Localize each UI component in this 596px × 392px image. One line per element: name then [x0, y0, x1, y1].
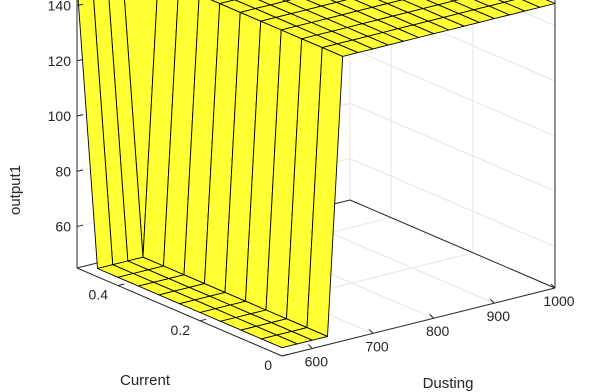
x-tick-label: 1000	[543, 293, 574, 309]
axis-ticks: 60 80 100 120 140 0 0.2 0.4 600 700 800 900 1000	[48, 0, 575, 373]
y-tick-mark	[199, 318, 207, 322]
y-axis-line	[76, 267, 283, 357]
y-axis-label: Current	[120, 372, 171, 389]
y-tick-mark	[117, 283, 125, 287]
axis-labels: output1 Current Dusting	[7, 165, 473, 392]
x-axis-label: Dusting	[423, 375, 474, 392]
z-tick-label: 120	[48, 53, 72, 69]
y-tick-label: 0.4	[89, 287, 109, 303]
x-tick-mark	[429, 313, 435, 319]
z-tick-label: 80	[55, 163, 71, 179]
x-tick-label: 700	[365, 338, 389, 354]
box-edge-floor-back	[349, 199, 556, 289]
z-axis-label: output1	[7, 165, 24, 215]
z-tick-mark	[76, 224, 84, 228]
y-tick-mark	[281, 354, 289, 357]
x-tick-mark	[368, 328, 374, 334]
z-tick-mark	[76, 3, 84, 7]
x-axis-line	[281, 287, 556, 357]
x-tick-mark	[550, 283, 556, 289]
x-tick-label: 600	[305, 353, 329, 369]
z-tick-label: 60	[55, 219, 71, 235]
y-tick-label: 0.2	[171, 322, 191, 338]
x-tick-mark	[307, 344, 313, 349]
z-tick-label: 140	[48, 0, 72, 14]
z-tick-mark	[76, 169, 84, 172]
x-tick-label: 800	[426, 323, 450, 339]
grid-line-side-z	[349, 158, 556, 248]
z-tick-mark	[76, 58, 84, 62]
surface-facet	[261, 334, 298, 349]
z-tick-label: 100	[48, 108, 72, 124]
y-tick-label: 0	[264, 357, 272, 373]
grid-line-side-z	[349, 102, 556, 192]
z-tick-mark	[76, 114, 84, 117]
x-tick-mark	[489, 298, 495, 304]
grid-line-side-z	[349, 47, 556, 137]
x-tick-label: 900	[487, 308, 511, 324]
surface-mesh	[77, 0, 556, 349]
